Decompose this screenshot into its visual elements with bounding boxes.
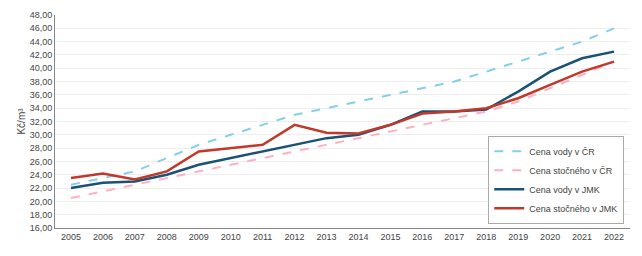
- svg-text:Kč/m³: Kč/m³: [16, 108, 27, 135]
- svg-text:2008: 2008: [157, 232, 177, 242]
- svg-text:20,00: 20,00: [30, 197, 53, 207]
- svg-text:2006: 2006: [93, 232, 113, 242]
- svg-text:2022: 2022: [604, 232, 624, 242]
- svg-text:2021: 2021: [572, 232, 592, 242]
- svg-text:Cena vody v ČR: Cena vody v ČR: [529, 147, 595, 157]
- svg-text:40,00: 40,00: [30, 63, 53, 73]
- svg-text:2014: 2014: [348, 232, 368, 242]
- svg-text:2019: 2019: [508, 232, 528, 242]
- svg-text:32,00: 32,00: [30, 117, 53, 127]
- svg-text:16,00: 16,00: [30, 223, 53, 233]
- svg-text:Cena stočného v JMK: Cena stočného v JMK: [529, 204, 617, 214]
- svg-text:28,00: 28,00: [30, 143, 53, 153]
- svg-text:46,00: 46,00: [30, 23, 53, 33]
- svg-text:2016: 2016: [412, 232, 432, 242]
- svg-text:48,00: 48,00: [30, 10, 53, 20]
- svg-text:2017: 2017: [444, 232, 464, 242]
- svg-text:38,00: 38,00: [30, 77, 53, 87]
- svg-text:2013: 2013: [317, 232, 337, 242]
- svg-text:24,00: 24,00: [30, 170, 53, 180]
- svg-text:Cena stočného v ČR: Cena stočného v ČR: [529, 166, 613, 176]
- svg-text:44,00: 44,00: [30, 37, 53, 47]
- svg-text:2011: 2011: [253, 232, 272, 242]
- svg-text:Cena vody v JMK: Cena vody v JMK: [529, 185, 600, 195]
- svg-text:2007: 2007: [125, 232, 145, 242]
- svg-text:22,00: 22,00: [30, 183, 53, 193]
- svg-text:26,00: 26,00: [30, 157, 53, 167]
- svg-text:2010: 2010: [221, 232, 241, 242]
- svg-text:2015: 2015: [380, 232, 400, 242]
- svg-text:42,00: 42,00: [30, 50, 53, 60]
- svg-text:2018: 2018: [476, 232, 496, 242]
- svg-text:2005: 2005: [61, 232, 81, 242]
- svg-text:2009: 2009: [189, 232, 209, 242]
- svg-text:2012: 2012: [285, 232, 305, 242]
- svg-text:18,00: 18,00: [30, 210, 53, 220]
- svg-text:36,00: 36,00: [30, 90, 53, 100]
- svg-text:30,00: 30,00: [30, 130, 53, 140]
- svg-text:34,00: 34,00: [30, 103, 53, 113]
- svg-text:2020: 2020: [540, 232, 560, 242]
